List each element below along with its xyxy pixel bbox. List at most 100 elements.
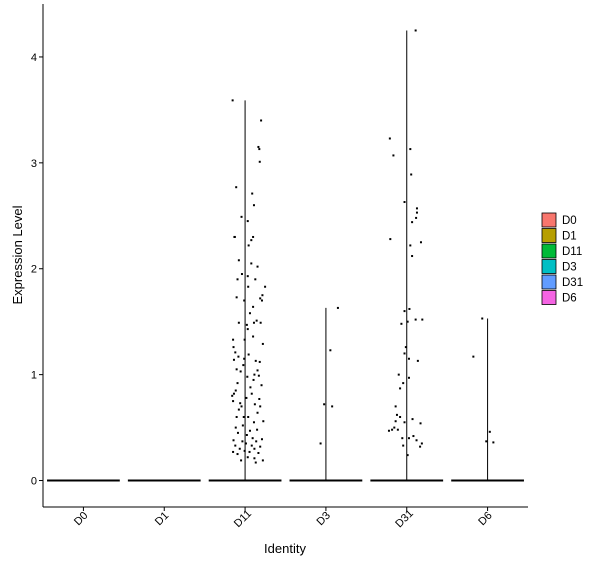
data-point-D31	[394, 420, 397, 423]
data-point-D11	[234, 426, 237, 429]
x-tick-label: D31	[393, 507, 416, 530]
data-point-D31	[414, 29, 417, 32]
y-axis-title: Expression Level	[10, 205, 25, 304]
data-point-D11	[240, 215, 243, 218]
data-point-D6	[481, 317, 484, 320]
data-point-D11	[243, 299, 246, 302]
legend-label-D6: D6	[562, 293, 577, 305]
legend-label-D3: D3	[562, 262, 577, 274]
legend-swatch-D1	[541, 228, 557, 243]
data-point-D11	[246, 456, 249, 459]
data-point-D31	[415, 207, 418, 210]
legend-swatch-D6	[541, 290, 557, 305]
data-point-D6	[488, 430, 491, 433]
data-point-D31	[394, 405, 397, 408]
y-tick-label: 4	[31, 52, 37, 64]
data-point-D31	[412, 435, 415, 438]
data-point-D11	[250, 262, 253, 265]
data-point-D11	[254, 359, 257, 362]
x-tick-label: D1	[153, 510, 171, 528]
data-point-D31	[408, 307, 411, 310]
data-point-D11	[253, 373, 256, 376]
data-point-D31	[416, 359, 419, 362]
data-point-D31	[420, 442, 423, 445]
data-point-D11	[256, 411, 259, 414]
data-point-D11	[256, 428, 259, 431]
data-point-D31	[419, 422, 422, 425]
data-point-D31	[401, 437, 404, 440]
data-point-D11	[252, 235, 255, 238]
data-point-D11	[247, 353, 250, 356]
plot-area	[47, 29, 524, 482]
data-point-D3	[331, 405, 334, 408]
data-point-D11	[237, 408, 240, 411]
data-point-D31	[403, 421, 406, 424]
data-point-D11	[239, 370, 242, 373]
data-point-D31	[397, 373, 400, 376]
data-point-D11	[245, 396, 248, 399]
legend-swatch-D0	[541, 212, 557, 228]
data-point-D11	[261, 342, 264, 345]
data-point-D11	[232, 346, 235, 349]
data-point-D11	[253, 457, 256, 460]
data-point-D11	[254, 278, 257, 281]
data-point-D11	[242, 364, 245, 367]
axes: 0 1 2 3 4 D0 D1 D11 D3 D31 D6	[31, 4, 528, 530]
data-point-D11	[235, 296, 238, 299]
data-point-D31	[400, 322, 403, 325]
data-point-D11	[232, 450, 235, 453]
data-point-D31	[403, 352, 406, 355]
data-point-D11	[249, 386, 252, 389]
data-point-D31	[411, 221, 414, 224]
data-point-D3	[323, 403, 326, 406]
data-point-D31	[388, 137, 391, 140]
data-point-D11	[252, 321, 255, 324]
data-point-D31	[411, 418, 414, 421]
data-point-D3	[319, 442, 322, 445]
data-point-D31	[387, 429, 390, 432]
data-point-D11	[232, 392, 235, 395]
data-point-D11	[250, 239, 253, 242]
data-point-D11	[246, 375, 249, 378]
data-point-D11	[235, 186, 238, 189]
data-point-D11	[259, 297, 262, 300]
data-point-D31	[406, 320, 409, 323]
legend-swatch-D31	[541, 274, 557, 290]
data-point-D11	[233, 235, 236, 238]
legend-label-D11: D11	[562, 246, 582, 258]
data-point-D11	[260, 438, 263, 441]
y-tick-label: 1	[31, 370, 37, 382]
data-point-D31	[409, 244, 412, 247]
data-point-D11	[252, 335, 255, 338]
data-point-D11	[252, 378, 255, 381]
data-point-D11	[254, 461, 257, 464]
data-point-D31	[419, 445, 422, 448]
data-point-D31	[404, 346, 407, 349]
data-point-D31	[403, 201, 406, 204]
data-point-D31	[407, 357, 410, 360]
data-point-D31	[406, 454, 409, 457]
x-tick-label: D6	[476, 510, 494, 528]
data-point-D11	[240, 405, 243, 408]
data-point-D11	[237, 259, 240, 262]
legend-swatch-D3	[541, 259, 557, 274]
data-point-D31	[391, 428, 394, 431]
data-point-D11	[248, 429, 251, 432]
data-point-D11	[260, 384, 263, 387]
data-point-D6	[492, 441, 495, 444]
data-point-D11	[255, 440, 258, 443]
data-point-D11	[247, 415, 250, 418]
data-point-D11	[236, 382, 239, 385]
data-point-D11	[248, 450, 251, 453]
data-point-D11	[231, 99, 234, 102]
data-point-D31	[411, 255, 414, 258]
data-point-D11	[259, 405, 262, 408]
data-point-D11	[246, 328, 249, 331]
data-point-D11	[236, 431, 239, 434]
data-point-D11	[260, 299, 263, 302]
data-point-D31	[415, 211, 418, 214]
legend-label-D1: D1	[562, 231, 577, 243]
y-tick-label: 3	[31, 158, 37, 170]
data-point-D11	[256, 265, 259, 268]
data-point-D31	[410, 173, 413, 176]
